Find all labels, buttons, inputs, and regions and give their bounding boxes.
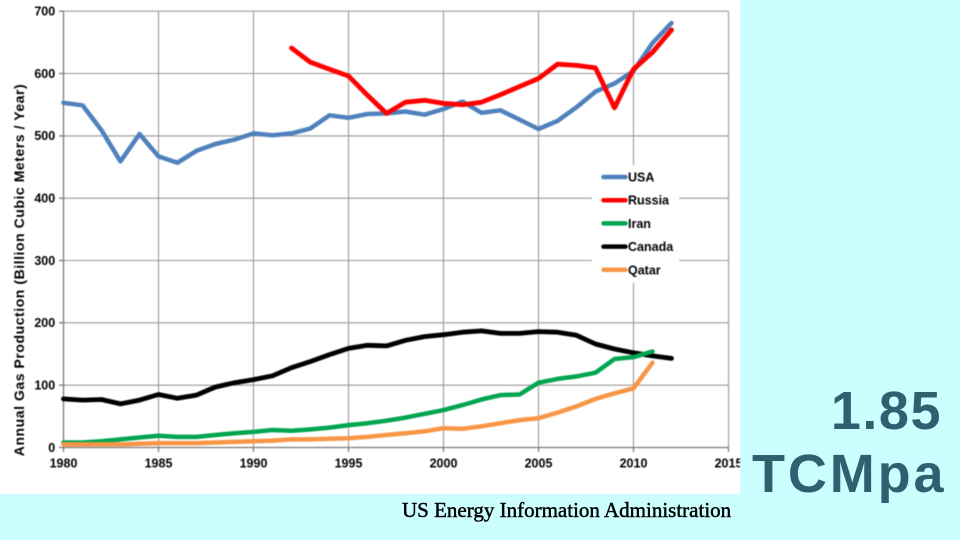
svg-text:Canada: Canada: [628, 240, 674, 254]
svg-text:1985: 1985: [145, 456, 173, 470]
svg-text:300: 300: [34, 254, 55, 268]
svg-text:1990: 1990: [240, 456, 268, 470]
svg-text:700: 700: [34, 5, 55, 19]
svg-text:2010: 2010: [620, 456, 648, 470]
svg-text:500: 500: [34, 129, 55, 143]
svg-text:600: 600: [34, 67, 55, 81]
svg-text:2005: 2005: [525, 456, 553, 470]
svg-text:2000: 2000: [430, 456, 458, 470]
svg-text:1995: 1995: [335, 456, 363, 470]
svg-text:Iran: Iran: [628, 217, 651, 231]
svg-text:200: 200: [34, 316, 55, 330]
svg-text:2015: 2015: [715, 456, 740, 470]
svg-text:USA: USA: [628, 171, 654, 185]
svg-text:Annual Gas Production (Billion: Annual Gas Production (Billion Cubic Met…: [11, 84, 27, 456]
svg-text:Qatar: Qatar: [628, 263, 661, 277]
svg-text:400: 400: [34, 192, 55, 206]
svg-text:Russia: Russia: [628, 194, 670, 208]
svg-text:0: 0: [48, 441, 55, 455]
svg-text:100: 100: [34, 379, 55, 393]
svg-text:1980: 1980: [50, 456, 78, 470]
